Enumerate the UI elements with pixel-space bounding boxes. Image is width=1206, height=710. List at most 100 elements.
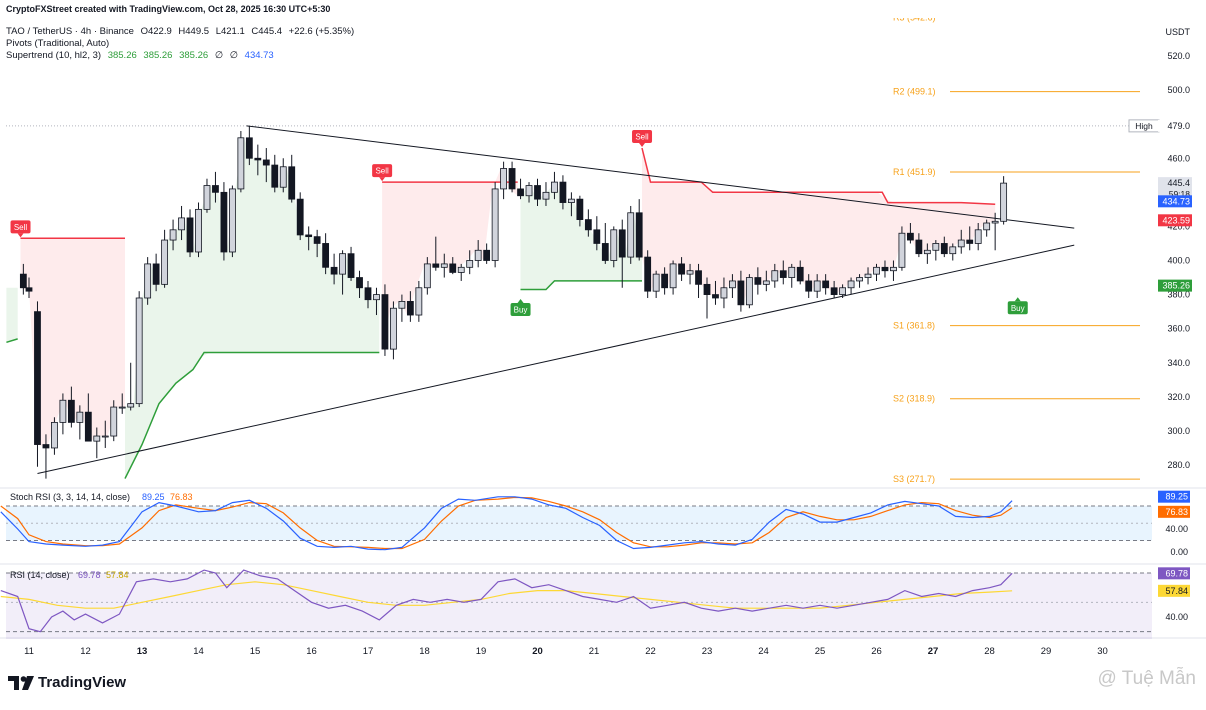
candle-down	[695, 270, 702, 285]
candle-up	[161, 239, 169, 285]
candle-up	[974, 229, 982, 244]
candle-up	[101, 435, 109, 438]
candle-up	[745, 277, 753, 306]
price-tag-box	[1158, 214, 1192, 227]
candle-up	[178, 217, 185, 231]
candle-down	[322, 243, 330, 268]
candle-down	[313, 236, 321, 244]
candle-down	[644, 256, 652, 292]
candle-down	[449, 263, 457, 273]
candle-up	[398, 300, 406, 309]
candle-up	[474, 249, 482, 261]
signal-arrow	[639, 143, 646, 148]
candle-up	[568, 198, 575, 203]
candle-up	[76, 411, 84, 423]
candle-up	[415, 287, 423, 316]
candle-down	[34, 311, 41, 445]
price-tag-countdown: 59:18	[1169, 189, 1191, 199]
rsi-band	[6, 573, 1152, 639]
price-tag-label: 479.0	[1167, 121, 1190, 131]
open-value: O422.9	[140, 26, 172, 37]
x-axis-label: 25	[815, 646, 826, 657]
stoch-tag-box	[1158, 505, 1190, 518]
candle-down	[618, 229, 626, 258]
candle-down	[271, 164, 279, 188]
stoch-axis-label: 40.00	[1165, 524, 1188, 534]
candle-down	[364, 287, 372, 301]
signal-label: Buy	[514, 305, 528, 314]
rsi-tag-box	[1158, 567, 1190, 580]
supertrend-up-line	[520, 280, 642, 291]
candle-down	[406, 300, 414, 316]
low-value: L421.1	[215, 26, 245, 37]
candle-up	[228, 188, 236, 253]
candle-down	[42, 444, 50, 449]
price-tick-label: 280.0	[1167, 460, 1190, 470]
candle-up	[873, 266, 880, 275]
price-axis-unit: USDT	[1166, 27, 1191, 37]
pivot-label: R2 (499.1)	[893, 87, 936, 97]
symbol-line: TAO / TetherUS · 4h · Binance O422.9 H44…	[6, 26, 358, 37]
x-axis-label: 19	[476, 646, 487, 657]
signal-label: Buy	[1011, 304, 1025, 313]
x-axis-label: 16	[306, 646, 317, 657]
candle-down	[678, 263, 685, 275]
signal-sell-badge	[372, 164, 393, 178]
candle-up	[669, 263, 677, 289]
candle-up	[542, 191, 550, 200]
candle-down	[67, 399, 75, 423]
candle-down	[601, 243, 609, 261]
signal-buy-badge	[510, 302, 531, 316]
candle-down	[966, 239, 974, 244]
x-axis-label: 12	[80, 646, 91, 657]
candle-up	[864, 273, 872, 278]
price-tick-label: 460.0	[1167, 153, 1190, 163]
candle-up	[110, 406, 118, 437]
supertrend-name: Supertrend (10, hl2, 3)	[6, 50, 102, 61]
tradingview-logo[interactable]: TradingView	[8, 674, 126, 691]
x-axis-label: 23	[702, 646, 713, 657]
stoch-title: Stoch RSI (3, 3, 14, 14, close)	[10, 492, 130, 502]
stoch-k-line	[0, 496, 1013, 551]
candle-up	[686, 270, 694, 275]
price-tag-label: 385.26	[1162, 281, 1190, 291]
candle-down	[152, 263, 160, 285]
candle-down	[559, 181, 567, 203]
x-axis-label: 28	[984, 646, 995, 657]
supertrend-up-line	[6, 338, 18, 344]
candle-down	[381, 294, 389, 350]
candle-down	[212, 185, 219, 193]
candle-up	[339, 253, 346, 275]
rsi-tag-box	[1158, 584, 1190, 597]
candle-down	[254, 157, 262, 161]
candle-up	[729, 280, 736, 289]
candle-up	[169, 229, 177, 241]
candle-up	[127, 403, 135, 408]
signal-arrow	[517, 298, 524, 303]
supertrend-up-fill	[520, 182, 642, 290]
candle-up	[51, 421, 58, 449]
candle-up	[856, 277, 863, 282]
price-tag-label: 445.4	[1167, 178, 1190, 188]
price-tick-label: 420.0	[1167, 221, 1190, 231]
candle-up	[991, 220, 999, 224]
x-axis-label: 29	[1041, 646, 1052, 657]
candle-down	[220, 191, 228, 253]
candle-up	[279, 166, 287, 188]
price-tick-label: 320.0	[1167, 392, 1190, 402]
price-tick-label: 500.0	[1167, 85, 1190, 95]
x-axis-label: 30	[1097, 646, 1108, 657]
supertrend-up-fill	[125, 137, 380, 479]
candle-up	[93, 435, 101, 442]
high-label: High	[1135, 121, 1153, 131]
stoch-d-value: 76.83	[170, 492, 193, 502]
rsi-line	[0, 569, 1013, 633]
rsi-tag-label: 69.78	[1165, 568, 1188, 578]
rsi-value: 69.78	[78, 570, 101, 580]
candle-down	[186, 217, 194, 253]
candle-up	[144, 263, 152, 299]
supertrend-v5: ∅	[229, 50, 239, 61]
candle-down	[25, 287, 33, 292]
